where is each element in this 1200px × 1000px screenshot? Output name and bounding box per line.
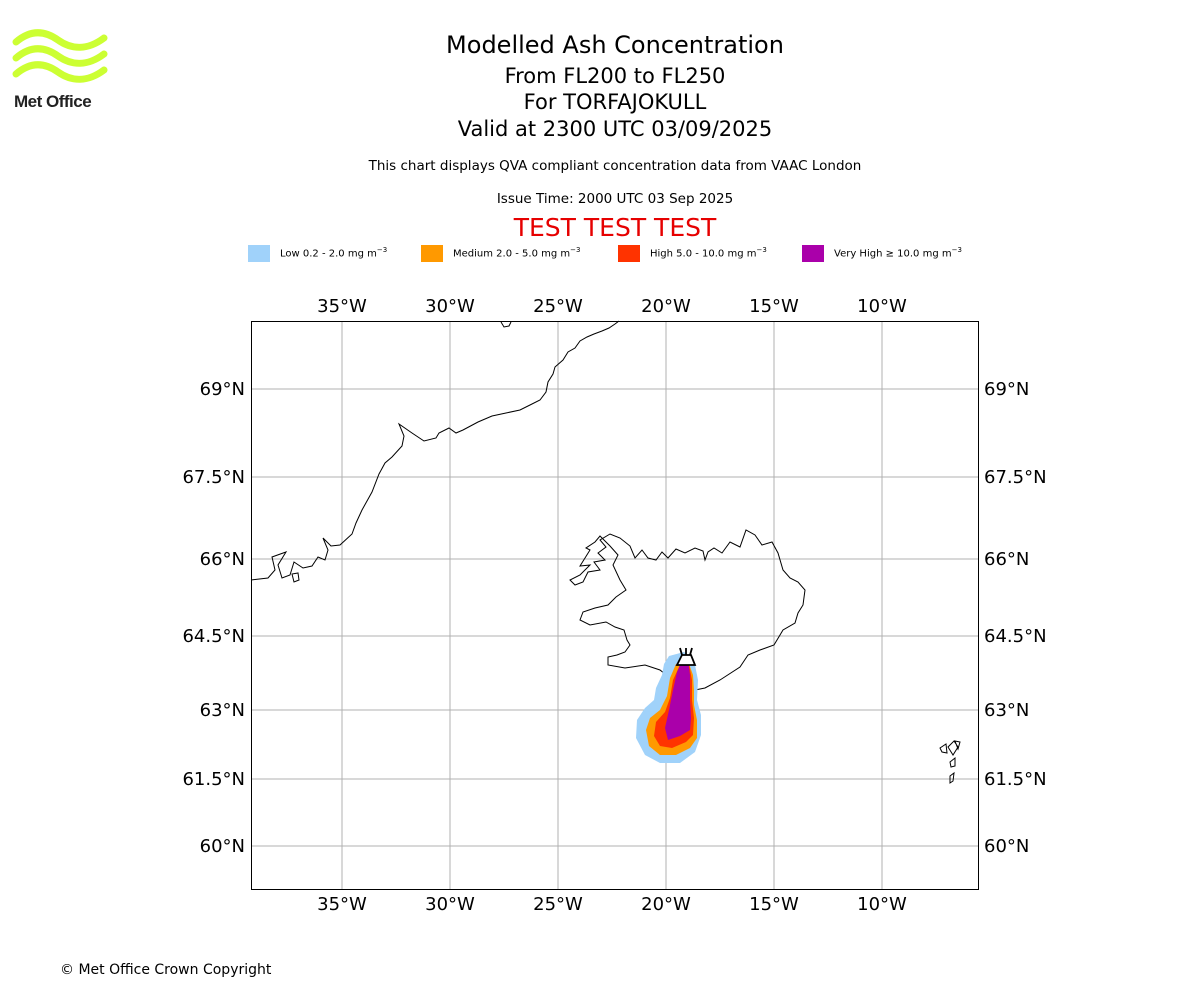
legend-label: High 5.0 - 10.0 mg m−3 [650,246,767,260]
legend-label: Very High ≥ 10.0 mg m−3 [834,246,962,260]
valid-time: Valid at 2300 UTC 03/09/2025 [457,117,773,141]
lat-tick-label-right: 63°N [984,700,1029,721]
logo-text: Met Office [14,92,92,111]
lon-tick-label-bottom: 10°W [857,894,907,915]
legend-label: Medium 2.0 - 5.0 mg m−3 [453,246,581,260]
lon-tick-label-top: 15°W [749,296,799,317]
lon-tick-label-top: 25°W [533,296,583,317]
greenland-islet-2 [291,572,300,583]
test-banner: TEST TEST TEST [513,213,717,242]
lat-tick-label-right: 60°N [984,836,1029,857]
lat-tick-label-left: 64.5°N [182,626,245,647]
lon-tick-label-bottom: 30°W [425,894,475,915]
lon-tick-label-top: 30°W [425,296,475,317]
greenland-coastline [250,320,620,581]
flight-levels: From FL200 to FL250 [504,64,726,88]
chart-title: Modelled Ash Concentration [446,31,784,59]
lat-tick-label-left: 60°N [200,836,245,857]
lat-tick-label-right: 64.5°N [984,626,1047,647]
iceland-coastline [569,529,806,691]
volcano-name: For TORFAJOKULL [523,90,707,114]
lon-tick-label-top: 35°W [317,296,367,317]
chart-description: This chart displays QVA compliant concen… [368,158,862,174]
ash-contour-very-high [665,658,691,740]
copyright: © Met Office Crown Copyright [60,962,272,978]
lon-tick-label-top: 10°W [857,296,907,317]
lat-tick-label-right: 61.5°N [984,769,1047,790]
lat-tick-label-left: 61.5°N [182,769,245,790]
volcano-icon [675,647,697,666]
lon-tick-label-bottom: 15°W [749,894,799,915]
lat-tick-label-left: 63°N [200,700,245,721]
legend-label: Low 0.2 - 2.0 mg m−3 [280,246,388,260]
legend-swatch [618,245,640,262]
lat-tick-label-left: 69°N [200,379,245,400]
lon-tick-label-bottom: 20°W [641,894,691,915]
lon-tick-label-bottom: 25°W [533,894,583,915]
legend-swatch [248,245,270,262]
issue-time: Issue Time: 2000 UTC 03 Sep 2025 [496,191,734,207]
legend-swatch [421,245,443,262]
lon-tick-label-bottom: 35°W [317,894,367,915]
map-gridlines [251,321,978,889]
lon-tick-label-top: 20°W [641,296,691,317]
lat-tick-label-right: 66°N [984,549,1029,570]
map-tick-labels: 35°W 35°W 30°W 30°W 25°W 25°W 20°W 20°W 15°W 15°W… [182,296,1046,915]
faroe-islands [939,740,961,784]
legend-swatch [802,245,824,262]
lat-tick-label-left: 66°N [200,549,245,570]
map-frame [251,321,979,890]
lat-tick-label-right: 67.5°N [984,467,1047,488]
greenland-islet [500,321,512,328]
lat-tick-label-left: 67.5°N [182,467,245,488]
met-office-logo-icon [12,29,108,83]
lat-tick-label-right: 69°N [984,379,1029,400]
